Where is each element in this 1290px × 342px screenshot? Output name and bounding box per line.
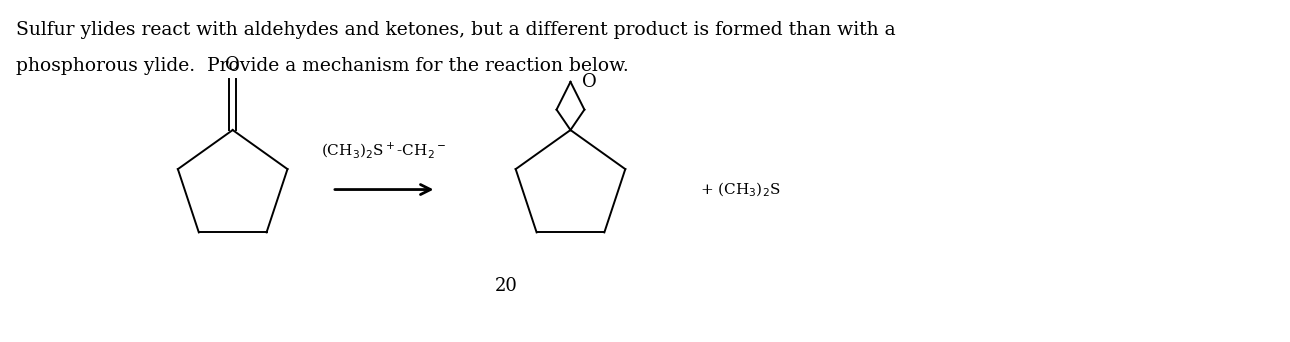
Text: (CH$_3$)$_2$S$^+$-CH$_2$$^-$: (CH$_3$)$_2$S$^+$-CH$_2$$^-$ <box>321 141 446 160</box>
Text: O: O <box>226 56 240 75</box>
Text: + (CH$_3$)$_2$S: + (CH$_3$)$_2$S <box>699 180 780 199</box>
Text: phosphorous ylide.  Provide a mechanism for the reaction below.: phosphorous ylide. Provide a mechanism f… <box>15 57 628 75</box>
Text: 20: 20 <box>494 277 517 295</box>
Text: Sulfur ylides react with aldehydes and ketones, but a different product is forme: Sulfur ylides react with aldehydes and k… <box>15 21 895 39</box>
Text: O: O <box>582 73 597 91</box>
